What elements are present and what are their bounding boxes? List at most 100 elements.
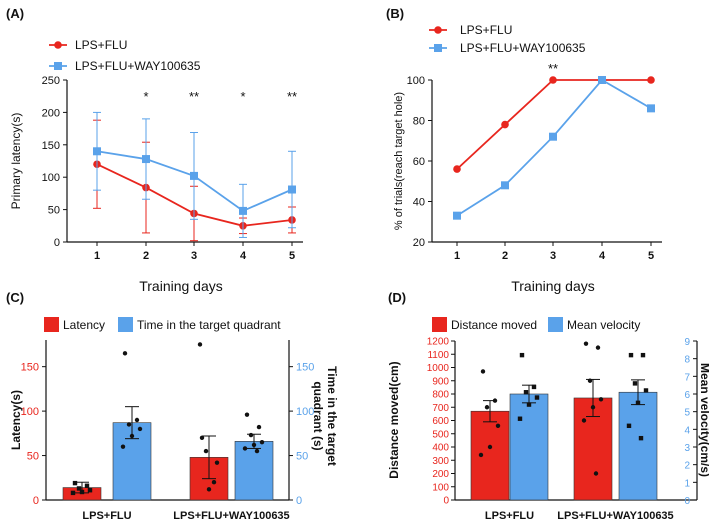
category-label-d: LPS+FLU+WAY100635 [557, 510, 673, 522]
significance-label-a: ** [287, 89, 297, 104]
panel-label-c: (C) [6, 290, 24, 305]
data-dot-c [251, 442, 257, 448]
y-tick-label-left-c: 100 [21, 406, 39, 418]
data-point-b [501, 120, 509, 129]
y-tick-label-left-d: 1000 [427, 363, 450, 374]
data-dot-c [242, 446, 248, 451]
legend-label-c-2: Time in the target quadrant [137, 318, 281, 332]
x-tick-label-b: 2 [502, 250, 508, 262]
data-point-b [453, 211, 461, 220]
y-tick-label-a: 100 [42, 172, 60, 184]
y-tick-label-a: 200 [42, 107, 60, 119]
legend-label-c-1: Latency [63, 318, 105, 332]
data-dot-d [531, 384, 537, 390]
data-dot-c [214, 460, 220, 465]
data-dot-c [197, 342, 203, 347]
data-dot-d [519, 352, 525, 358]
y-axis-title-left-c: Latency(s) [9, 390, 23, 450]
panel-label-b: (B) [386, 6, 404, 21]
significance-label-a: ** [189, 89, 199, 104]
legend-swatch-d-2 [548, 317, 563, 332]
y-tick-label-left-d: 900 [432, 376, 449, 387]
y-tick-label-left-d: 600 [432, 416, 449, 427]
category-label-c: LPS+FLU+WAY100635 [173, 510, 289, 522]
y-tick-label-right-d: 2 [684, 461, 690, 472]
data-dot-d [590, 405, 596, 410]
data-dot-c [129, 433, 135, 439]
category-label-d: LPS+FLU [485, 510, 534, 522]
data-dot-d [495, 423, 501, 428]
data-point-b [453, 165, 461, 173]
legend-marker-b-2 [434, 44, 442, 52]
data-dot-d [643, 388, 649, 393]
data-dot-c [203, 448, 209, 454]
data-dot-d [484, 405, 490, 410]
bar-c [234, 441, 274, 501]
data-dot-d [632, 381, 638, 386]
y-axis-title-right-c-line2: quadrant (s) [311, 381, 325, 450]
y-tick-label-right-c: 0 [296, 495, 302, 507]
data-point-a [190, 171, 198, 180]
legend-marker-a-2 [54, 62, 62, 70]
y-tick-label-left-d: 100 [432, 482, 449, 493]
data-dot-d [526, 402, 532, 407]
x-tick-label-b: 3 [550, 250, 556, 262]
y-tick-label-b: 20 [413, 237, 425, 249]
y-tick-label-right-d: 6 [684, 390, 690, 401]
legend-swatch-c-2 [118, 317, 133, 332]
x-tick-label-b: 4 [599, 250, 606, 262]
data-dot-d [638, 435, 644, 441]
y-tick-label-right-d: 9 [684, 337, 690, 348]
x-tick-label-a: 5 [289, 250, 295, 262]
x-tick-label-a: 3 [191, 250, 197, 262]
legend-label-d-2: Mean velocity [567, 318, 640, 332]
data-dot-d [480, 369, 486, 374]
legend-swatch-c-1 [44, 317, 59, 332]
y-tick-label-left-d: 0 [443, 496, 449, 507]
legend-label-a-2: LPS+FLU+WAY100635 [75, 59, 201, 73]
data-dot-c [120, 444, 126, 449]
data-dot-c [256, 424, 262, 430]
y-tick-label-left-d: 800 [432, 390, 449, 401]
category-label-c: LPS+FLU [82, 510, 131, 522]
y-tick-label-left-d: 400 [432, 443, 449, 454]
y-tick-label-a: 50 [48, 205, 60, 217]
bar-d [509, 393, 549, 501]
legend-label-d-1: Distance moved [451, 318, 537, 332]
y-tick-label-a: 0 [54, 237, 60, 249]
x-tick-label-a: 2 [143, 250, 149, 262]
y-tick-label-right-d: 8 [684, 355, 690, 366]
x-axis-title-a: Training days [139, 278, 223, 294]
y-tick-label-right-d: 4 [684, 425, 690, 436]
data-dot-d [626, 423, 632, 428]
y-axis-title-b: % of trials(reach target hole) [393, 92, 405, 230]
y-tick-label-left-d: 700 [432, 403, 449, 414]
data-dot-c [87, 488, 93, 493]
significance-label-b: ** [548, 61, 558, 76]
y-axis-title-a: Primary latency(s) [9, 113, 23, 210]
panel-label-a: (A) [6, 6, 24, 21]
data-dot-d [587, 378, 593, 383]
legend-label-a-1: LPS+FLU [75, 38, 127, 52]
data-dot-c [211, 480, 217, 485]
data-point-b [647, 76, 655, 84]
data-dot-c [259, 440, 265, 445]
y-tick-label-right-c: 150 [296, 362, 314, 374]
y-tick-label-right-d: 5 [684, 408, 690, 419]
y-tick-label-left-d: 1200 [427, 337, 450, 348]
panel-label-d: (D) [388, 290, 406, 305]
data-dot-d [598, 397, 604, 402]
x-tick-label-a: 4 [240, 250, 247, 262]
data-dot-c [84, 483, 90, 488]
bar-d [470, 410, 510, 501]
y-tick-label-left-c: 50 [27, 451, 39, 463]
bar-d [618, 391, 658, 501]
data-point-a [142, 155, 150, 164]
data-point-b [598, 76, 606, 84]
y-tick-label-a: 150 [42, 140, 60, 152]
data-dot-c [199, 435, 205, 440]
data-dot-d [640, 352, 646, 358]
y-tick-label-b: 80 [413, 116, 425, 128]
data-dot-c [134, 417, 140, 423]
y-tick-label-b: 100 [407, 75, 425, 87]
